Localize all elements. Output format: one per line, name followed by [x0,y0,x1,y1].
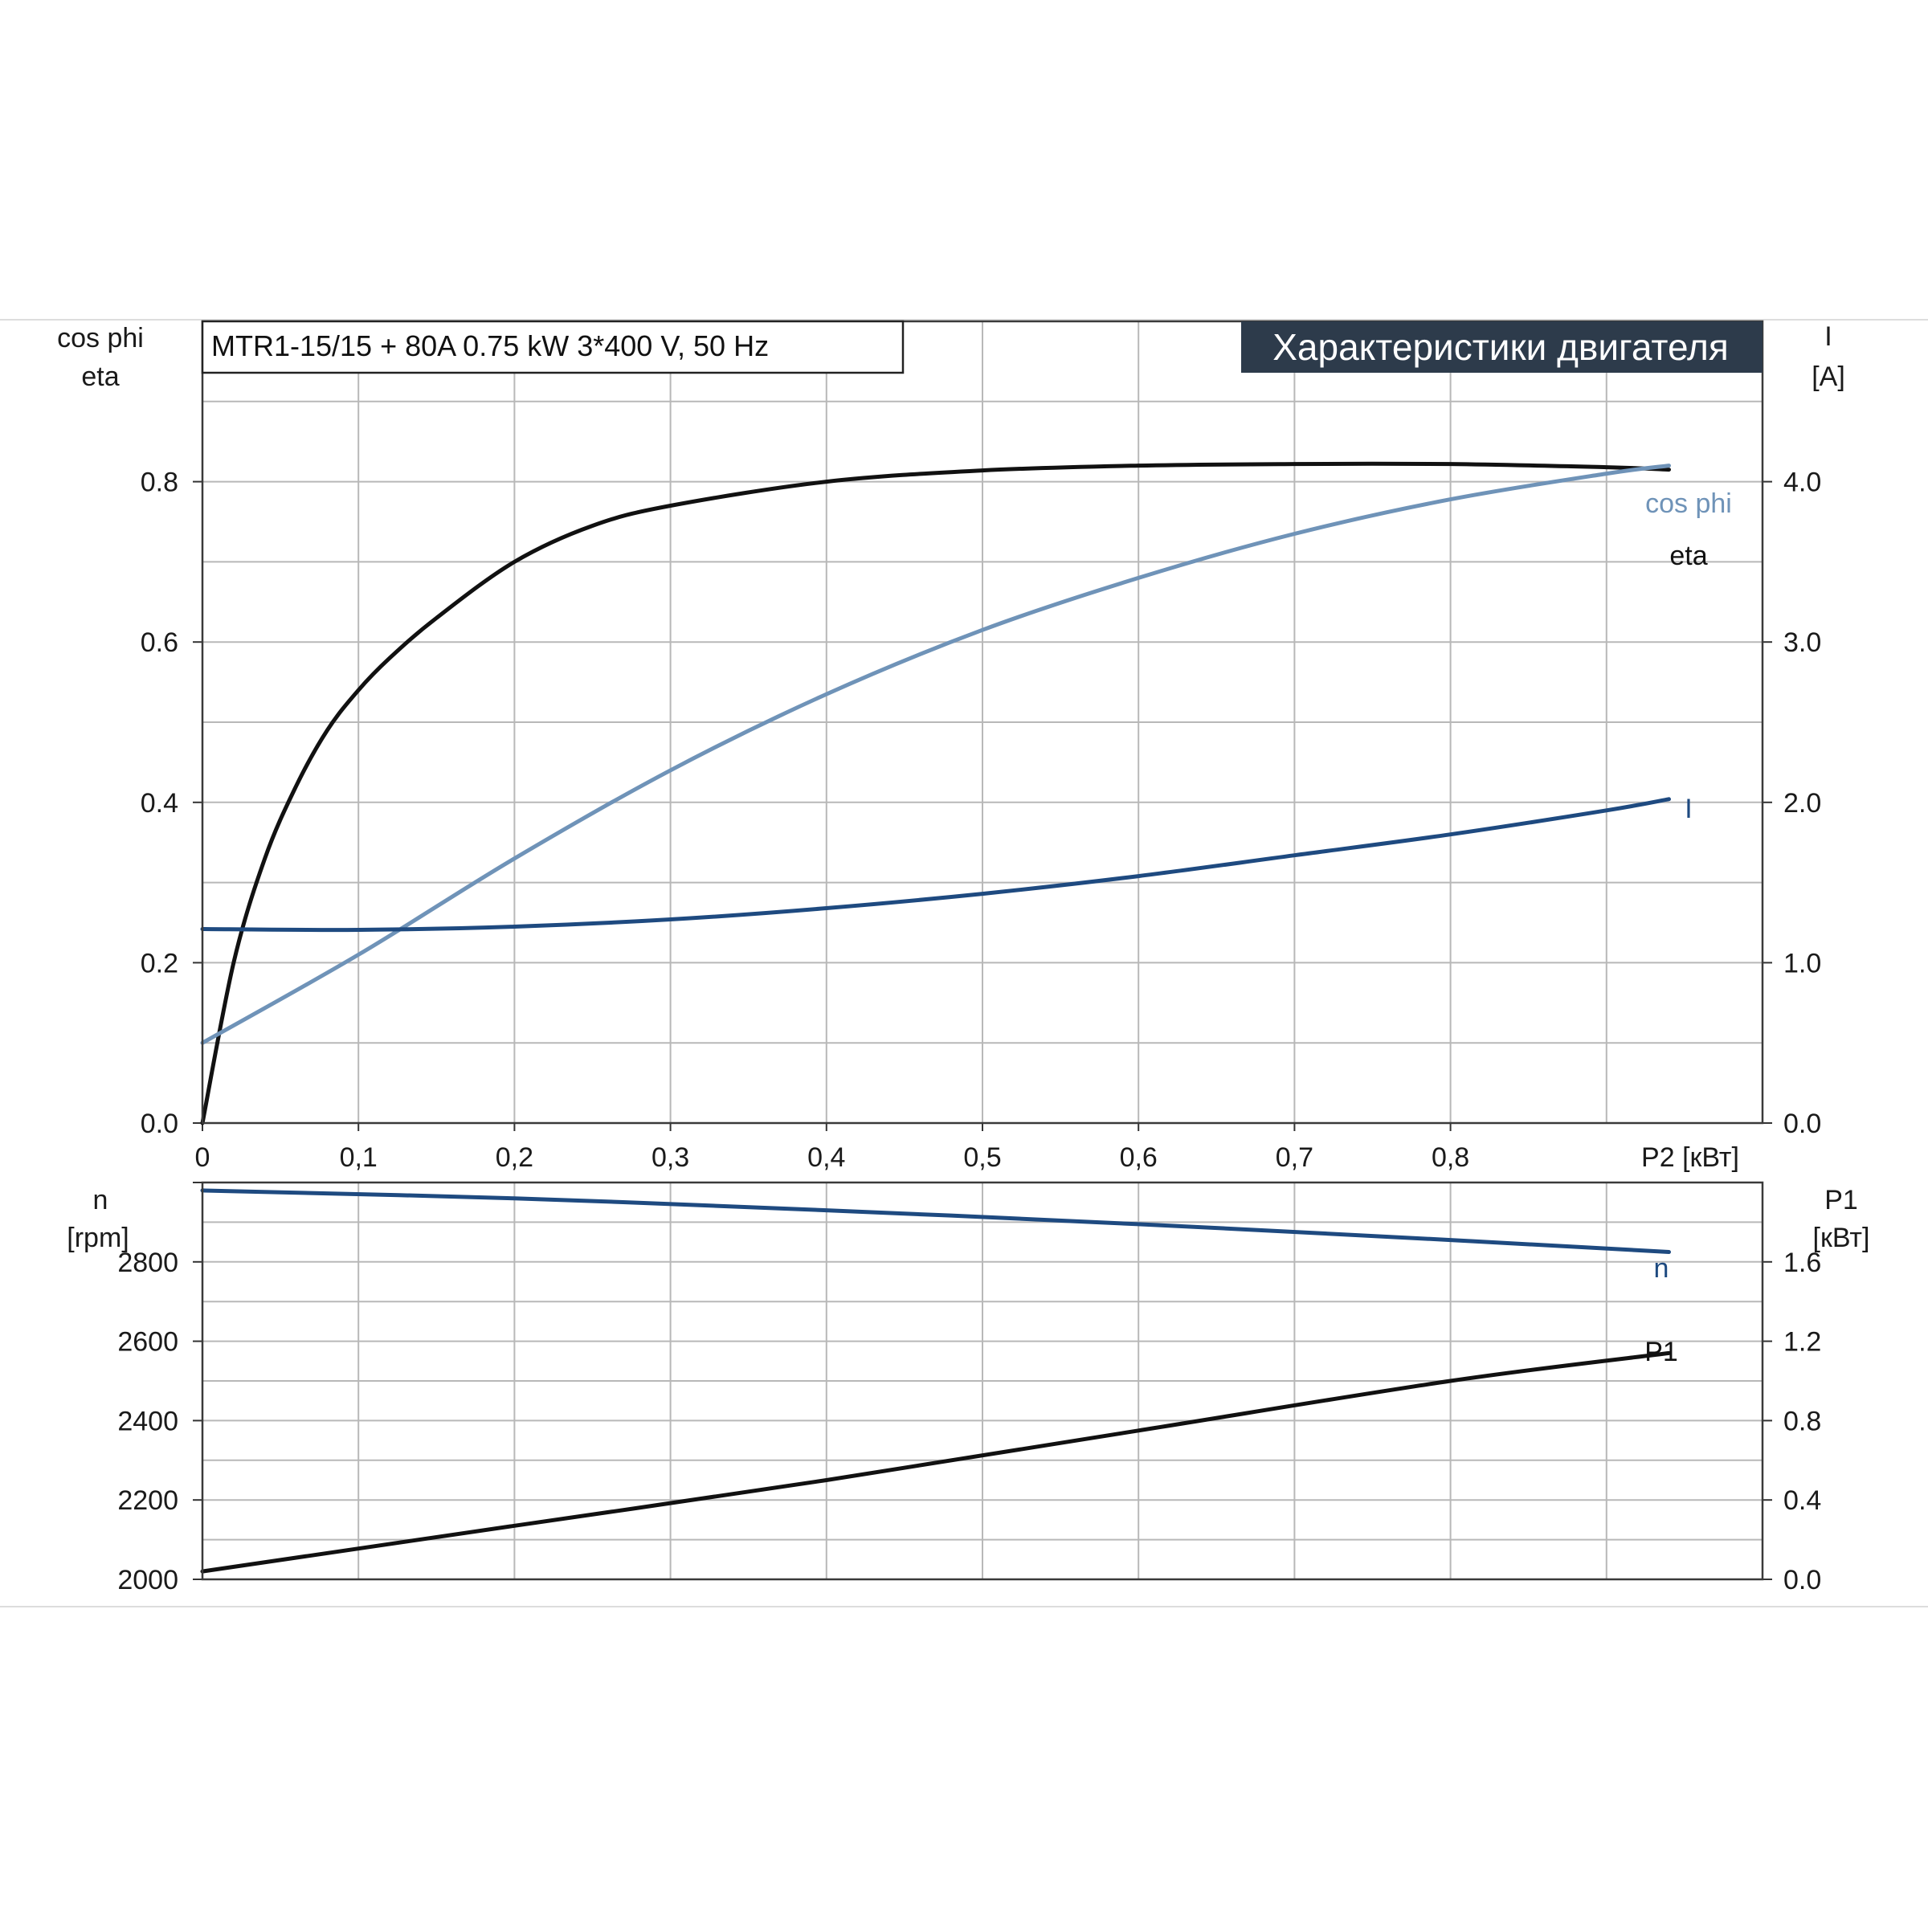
top-plot-frame [201,320,1764,1125]
bottom-left-tick-label: 2800 [117,1248,178,1278]
top-right-tick-label: 3.0 [1783,627,1821,658]
current-series-label: I [1685,794,1692,824]
x-tick-label: 0,6 [1120,1142,1158,1173]
title-box [201,320,905,374]
top-right-tick-label: 0.0 [1783,1109,1821,1139]
bottom-right-axis-label-1: P1 [1824,1185,1858,1215]
top-right-axis-label-2: [A] [1812,361,1845,392]
bottom-right-tick-label: 0.8 [1783,1406,1821,1436]
bottom-right-tick-label: 0.4 [1783,1485,1821,1516]
top-left-tick-label: 0.6 [141,627,178,658]
series-labels: eta cos phi In P1 [1644,488,1732,1367]
bottom-plot-frame [201,1181,1764,1581]
top-right-tick-label: 4.0 [1783,468,1821,498]
speed-series-label: n [1654,1253,1669,1284]
p1-series-label: P1 [1644,1337,1678,1367]
eta-curve [200,461,1671,1125]
bottom-left-tick-label: 2000 [117,1565,178,1595]
top-left-tick-label: 0.2 [141,948,178,978]
x-tick-label: 0,8 [1432,1142,1469,1173]
cos-phi-curve [200,464,1671,1045]
top-right-axis-label-1: I [1824,321,1832,352]
bottom-right-tick-label: 1.6 [1783,1248,1821,1278]
series-layer [200,461,1671,1574]
current-curve [200,797,1671,933]
top-right-tick-label: 2.0 [1783,788,1821,819]
top-plot-grid [202,321,1763,1123]
top-left-tick-label: 0.4 [141,788,178,819]
x-axis-label: P2 [кВт] [1641,1142,1739,1173]
bottom-plot-grid [202,1182,1763,1579]
banner-title: Характеристики двигателя [1272,326,1729,368]
x-tick-label: 0,4 [807,1142,845,1173]
x-tick-label: 0,1 [340,1142,378,1173]
top-plot-tick-labels: 0 0,1 0,2 0,3 0,4 0,5 0,6 0,7 0,8 0.0 0.2 0.4 0.6 0.8… [141,468,1822,1173]
bottom-left-axis-label-2: [rpm] [67,1223,129,1253]
bottom-left-tick-label: 2400 [117,1406,178,1436]
x-tick-label: 0,5 [963,1142,1001,1173]
cos-phi-series-label: cos phi [1645,488,1732,519]
top-left-axis-label-1: cos phi [57,323,144,353]
banner-background [1241,321,1763,373]
bottom-right-tick-label: 0.0 [1783,1565,1821,1595]
eta-series-label: eta [1669,541,1707,571]
top-left-axis-label-2: eta [81,361,119,392]
x-tick-label: 0 [195,1142,210,1173]
bottom-right-axis-label-2: [кВт] [1813,1223,1870,1253]
bottom-left-axis-label-1: n [93,1185,108,1215]
chart-title: MTR1-15/15 + 80A 0.75 kW 3*400 V, 50 Hz [211,329,769,362]
x-tick-label: 0,7 [1276,1142,1313,1173]
bottom-plot-tick-labels: 2000 2200 2400 2600 2800 0.0 0.4 0.8 1.2 1.6 [117,1182,1821,1595]
bottom-left-tick-label: 2200 [117,1485,178,1516]
bottom-right-tick-label: 1.2 [1783,1327,1821,1358]
x-tick-label: 0,2 [496,1142,533,1173]
top-right-tick-label: 1.0 [1783,948,1821,978]
speed-curve [200,1188,1671,1254]
x-tick-label: 0,3 [652,1142,689,1173]
top-left-tick-label: 0.8 [141,468,178,498]
top-left-tick-label: 0.0 [141,1109,178,1139]
p1-curve [200,1350,1671,1574]
bottom-left-tick-label: 2600 [117,1327,178,1358]
